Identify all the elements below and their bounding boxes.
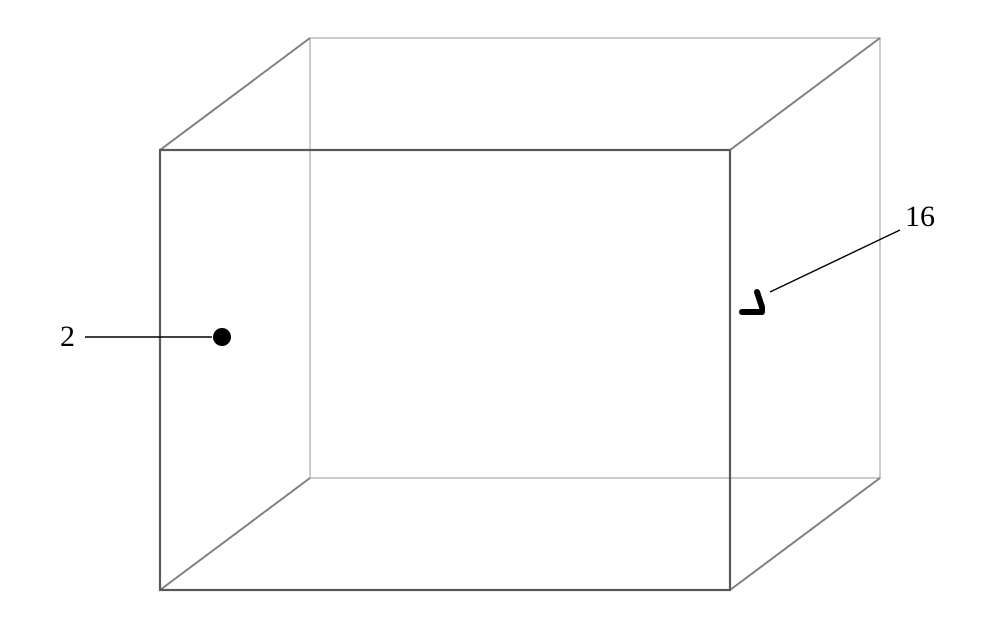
box-edge-top-left <box>160 38 310 150</box>
box-edge-bottom-left <box>160 478 310 590</box>
diagram-svg <box>0 0 1000 632</box>
callout-2-dot <box>213 328 231 346</box>
callout-16-label: 16 <box>905 200 935 234</box>
diagram-canvas: 2 16 <box>0 0 1000 632</box>
callout-16-hook-icon <box>742 292 762 312</box>
callout-2-label: 2 <box>60 320 75 354</box>
box-front-face <box>160 150 730 590</box>
box-edge-bottom-right <box>730 478 880 590</box>
box-back-face <box>310 38 880 478</box>
box-edge-top-right <box>730 38 880 150</box>
